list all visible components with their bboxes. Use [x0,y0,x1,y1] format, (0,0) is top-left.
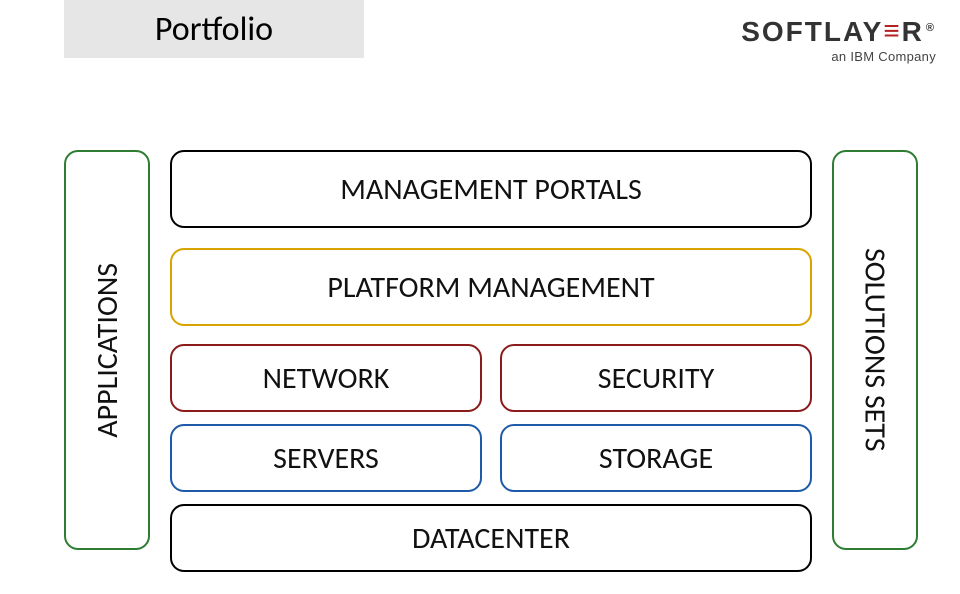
label-datacenter: DATACENTER [412,520,570,557]
label-network: NETWORK [263,360,390,397]
box-applications: APPLICATIONS [64,150,150,550]
slide-title-tab: Portfolio [64,0,364,58]
box-security: SECURITY [500,344,812,412]
label-security: SECURITY [598,360,714,397]
brand-logo-accent-icon: ≡ [883,17,901,45]
box-datacenter: DATACENTER [170,504,812,572]
slide-title: Portfolio [155,9,273,50]
brand-logo-main: SOFTLAY≡R® [741,18,936,46]
box-solutions-sets: SOLUTIONS SETS [832,150,918,550]
box-network: NETWORK [170,344,482,412]
brand-logo: SOFTLAY≡R® an IBM Company [741,18,936,63]
brand-logo-registered-icon: ® [926,22,936,34]
box-management-portals: MANAGEMENT PORTALS [170,150,812,228]
label-servers: SERVERS [273,440,379,477]
label-storage: STORAGE [599,440,713,477]
brand-logo-text-pre: SOFTLAY [741,16,883,47]
box-storage: STORAGE [500,424,812,492]
brand-logo-text-post: R [902,16,924,47]
label-platform-management: PLATFORM MANAGEMENT [327,269,654,306]
label-management-portals: MANAGEMENT PORTALS [340,171,642,208]
box-platform-management: PLATFORM MANAGEMENT [170,248,812,326]
box-servers: SERVERS [170,424,482,492]
label-applications: APPLICATIONS [89,263,126,438]
label-solutions-sets: SOLUTIONS SETS [857,248,894,452]
brand-logo-subtitle: an IBM Company [741,50,936,63]
